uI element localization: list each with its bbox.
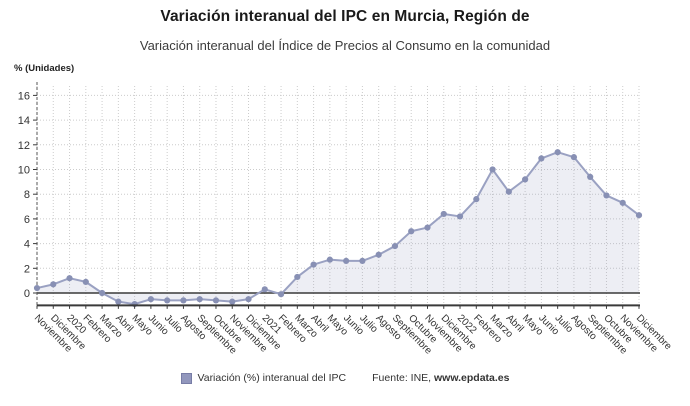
data-point xyxy=(375,251,382,258)
y-axis-label: 16 xyxy=(18,90,30,102)
source-line: Fuente: INE, www.epdata.es xyxy=(372,372,509,384)
data-point xyxy=(456,213,464,220)
data-point xyxy=(33,284,41,292)
y-axis-label: 6 xyxy=(24,214,30,226)
data-point xyxy=(343,257,350,264)
data-point xyxy=(473,196,480,203)
data-point xyxy=(554,149,561,156)
data-point xyxy=(635,212,643,219)
data-point xyxy=(603,192,610,199)
data-point xyxy=(570,154,578,161)
data-point xyxy=(359,257,366,264)
data-point xyxy=(326,256,333,263)
data-point xyxy=(261,286,268,293)
data-point xyxy=(587,173,594,181)
legend-item-ipc[interactable]: Variación (%) interanual del IPC xyxy=(180,372,347,384)
page-title: Variación interanual del IPC en Murcia, … xyxy=(160,8,530,25)
data-point xyxy=(489,166,496,173)
source-site-link[interactable]: www.epdata.es xyxy=(434,372,510,384)
series-area xyxy=(37,152,639,305)
data-point xyxy=(391,242,399,250)
data-point xyxy=(164,297,171,304)
data-point xyxy=(522,176,529,183)
legend-swatch-icon xyxy=(180,372,192,384)
y-axis-label: 10 xyxy=(18,165,30,177)
data-point xyxy=(147,296,154,303)
data-point xyxy=(196,296,203,303)
data-point xyxy=(50,281,57,288)
data-point xyxy=(505,188,512,195)
data-point xyxy=(294,273,301,281)
y-axis-unit-label: % (Unidades) xyxy=(14,63,75,74)
data-point xyxy=(619,199,626,206)
data-point xyxy=(310,261,317,268)
data-point xyxy=(229,298,236,305)
data-point xyxy=(82,278,89,285)
y-axis-label: 0 xyxy=(24,288,30,300)
source-prefix: Fuente: INE, xyxy=(372,372,435,384)
data-point xyxy=(180,297,187,304)
data-point xyxy=(277,291,285,298)
y-axis-label: 2 xyxy=(24,263,30,275)
data-point xyxy=(424,224,431,231)
page-subtitle: Variación interanual del Índice de Preci… xyxy=(139,38,551,53)
data-point xyxy=(245,296,252,303)
y-axis-label: 4 xyxy=(24,239,30,251)
data-point xyxy=(212,297,220,304)
y-axis-label: 12 xyxy=(18,140,30,152)
legend-label: Variación (%) interanual del IPC xyxy=(197,372,347,384)
data-point xyxy=(66,275,73,282)
y-axis-label: 8 xyxy=(24,189,30,201)
data-point xyxy=(440,210,447,218)
data-point xyxy=(538,155,545,162)
chart-footer: Variación (%) interanual del IPC Fuente:… xyxy=(0,372,690,384)
data-point xyxy=(98,289,106,297)
data-point xyxy=(115,298,122,305)
y-axis-label: 14 xyxy=(18,115,30,127)
data-point xyxy=(408,228,415,235)
chart-canvas: 0246810121416NoviembreDiciembre2020Febre… xyxy=(18,82,674,357)
